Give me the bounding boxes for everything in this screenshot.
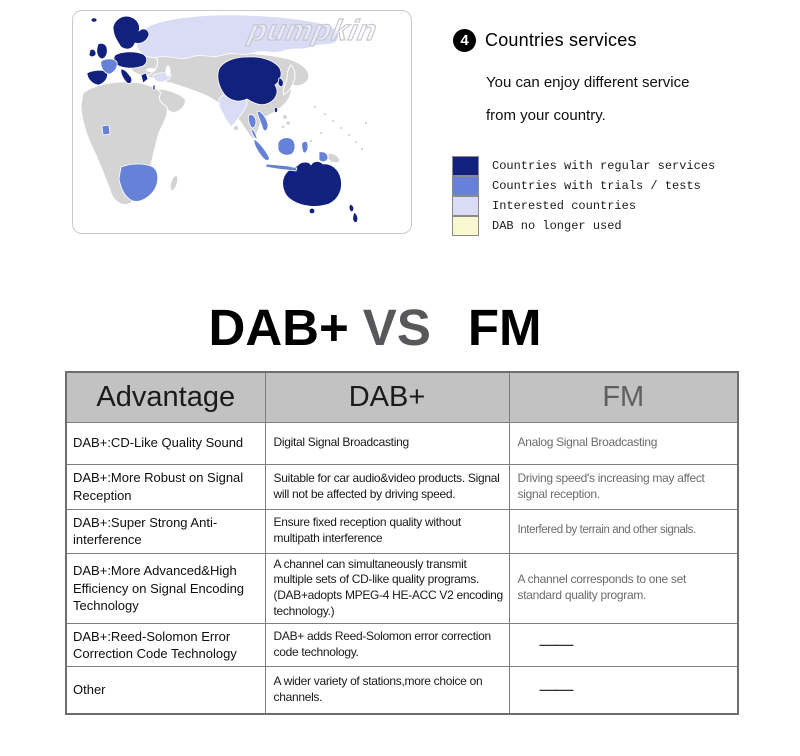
cell-advantage: DAB+:More Advanced&High Efficiency on Si… bbox=[65, 552, 266, 624]
cell-fm-dash: —— bbox=[508, 622, 739, 667]
map-region-sulawesi bbox=[301, 140, 309, 154]
cell-fm: Analog Signal Broadcasting bbox=[508, 421, 739, 465]
title-dab: DAB+ bbox=[208, 299, 349, 356]
cell-advantage: DAB+:CD-Like Quality Sound bbox=[65, 421, 266, 465]
comparison-title: DAB+ VS FM bbox=[39, 298, 711, 357]
cell-advantage: DAB+:Reed-Solomon Error Correction Code … bbox=[65, 622, 266, 667]
map-region-greece bbox=[140, 72, 149, 84]
table-row: DAB+:Reed-Solomon Error Correction Code … bbox=[65, 622, 739, 667]
map-region-borneo bbox=[277, 137, 296, 156]
header-fm: FM bbox=[508, 371, 739, 423]
cell-dab: A wider variety of stations,more choice … bbox=[264, 665, 510, 715]
cell-fm-dash: —— bbox=[508, 665, 739, 715]
world-map-panel: pumpkin bbox=[72, 10, 412, 234]
map-region-china bbox=[217, 56, 282, 106]
map-region-iceland bbox=[90, 17, 98, 23]
header-advantage: Advantage bbox=[65, 371, 266, 423]
map-region-new-guinea-west bbox=[318, 151, 329, 163]
legend-item-no-longer-used: DAB no longer used bbox=[452, 215, 715, 236]
map-region-uk bbox=[96, 42, 108, 60]
pumpkin-logo-watermark: pumpkin bbox=[245, 14, 381, 47]
countries-services-heading: 4 Countries services bbox=[453, 29, 637, 52]
map-region-new-zealand bbox=[352, 211, 359, 223]
cell-fm: A channel corresponds to one set standar… bbox=[508, 552, 739, 624]
map-region-sumatra bbox=[253, 138, 270, 161]
map-region-central-europe bbox=[113, 51, 148, 69]
title-fm: FM bbox=[467, 299, 542, 356]
map-black-sea bbox=[146, 68, 156, 72]
map-region-java bbox=[265, 163, 298, 172]
legend-label: Interested countries bbox=[492, 199, 637, 213]
legend-label: Countries with trials / tests bbox=[492, 179, 701, 193]
description-line-2: from your country. bbox=[486, 107, 606, 124]
map-region-south-korea bbox=[277, 77, 284, 88]
map-region-france bbox=[100, 58, 118, 75]
legend-swatch-interested bbox=[452, 195, 479, 216]
cell-advantage: Other bbox=[65, 665, 266, 715]
legend-item-regular-services: Countries with regular services bbox=[452, 156, 715, 176]
map-region-israel bbox=[152, 84, 156, 91]
map-region-sri-lanka bbox=[233, 125, 239, 131]
cell-fm: Interfered by terrain and other signals. bbox=[508, 508, 739, 554]
cell-dab: Suitable for car audio&video products. S… bbox=[264, 463, 510, 510]
map-region-madagascar bbox=[169, 174, 179, 192]
map-region-new-zealand bbox=[348, 203, 355, 213]
legend-swatch-no-longer-used bbox=[452, 215, 479, 236]
map-caspian-sea bbox=[165, 65, 171, 77]
map-region-malaysia bbox=[250, 128, 258, 141]
map-legend: Countries with regular services Countrie… bbox=[452, 156, 715, 236]
map-region-ghana bbox=[101, 124, 111, 136]
map-region-japan-island bbox=[279, 97, 283, 101]
table-row: DAB+:Super Strong Anti-interference Ensu… bbox=[65, 508, 739, 554]
map-region-new-guinea-east bbox=[327, 152, 341, 164]
cell-dab: DAB+ adds Reed-Solomon error correction … bbox=[264, 622, 510, 667]
map-region-russia bbox=[136, 14, 339, 59]
table-header-row: Advantage DAB+ FM bbox=[65, 371, 739, 423]
legend-label: Countries with regular services bbox=[492, 159, 716, 173]
cell-dab: A channel can simultaneously transmit mu… bbox=[264, 552, 510, 624]
map-region-japan bbox=[282, 64, 296, 96]
cell-dab: Digital Signal Broadcasting bbox=[264, 421, 510, 465]
map-region-vietnam bbox=[256, 110, 269, 132]
legend-swatch-regular-services bbox=[452, 156, 479, 176]
map-region-taiwan bbox=[273, 107, 278, 114]
section-title: Countries services bbox=[485, 30, 637, 50]
number-4-badge-icon: 4 bbox=[453, 29, 476, 52]
table-row: DAB+:CD-Like Quality Sound Digital Signa… bbox=[65, 421, 739, 465]
cell-dab: Ensure fixed reception quality without m… bbox=[264, 508, 510, 554]
table-row: Other A wider variety of stations,more c… bbox=[65, 665, 739, 715]
map-region-thailand bbox=[247, 114, 257, 129]
legend-item-interested: Interested countries bbox=[452, 195, 715, 216]
legend-swatch-trials-tests bbox=[452, 175, 479, 196]
cell-advantage: DAB+:More Robust on Signal Reception bbox=[65, 463, 266, 510]
dab-vs-fm-table: Advantage DAB+ FM DAB+:CD-Like Quality S… bbox=[65, 371, 739, 716]
cell-fm: Driving speed's increasing may affect si… bbox=[508, 463, 739, 510]
map-region-philippines bbox=[283, 115, 287, 119]
map-region-south-africa bbox=[118, 163, 159, 202]
legend-item-trials-tests: Countries with trials / tests bbox=[452, 175, 715, 196]
section-description: You can enjoy different service from you… bbox=[486, 66, 689, 132]
map-region-ireland bbox=[88, 48, 97, 58]
map-region-iberia bbox=[86, 69, 108, 86]
map-region-australia bbox=[282, 161, 342, 207]
legend-label: DAB no longer used bbox=[492, 219, 622, 233]
map-region-italy bbox=[120, 68, 133, 84]
map-region-scandinavia bbox=[112, 15, 150, 50]
header-dab: DAB+ bbox=[264, 371, 510, 423]
map-pacific-islands bbox=[309, 105, 368, 151]
map-region-philippines bbox=[281, 125, 285, 129]
table-row: DAB+:More Robust on Signal Reception Sui… bbox=[65, 463, 739, 510]
description-line-1: You can enjoy different service bbox=[486, 74, 690, 91]
map-region-philippines bbox=[286, 121, 290, 125]
cell-advantage: DAB+:Super Strong Anti-interference bbox=[65, 508, 266, 554]
map-region-tasmania bbox=[308, 207, 316, 215]
table-row: DAB+:More Advanced&High Efficiency on Si… bbox=[65, 552, 739, 624]
world-map bbox=[80, 14, 368, 223]
title-vs: VS bbox=[362, 299, 431, 356]
